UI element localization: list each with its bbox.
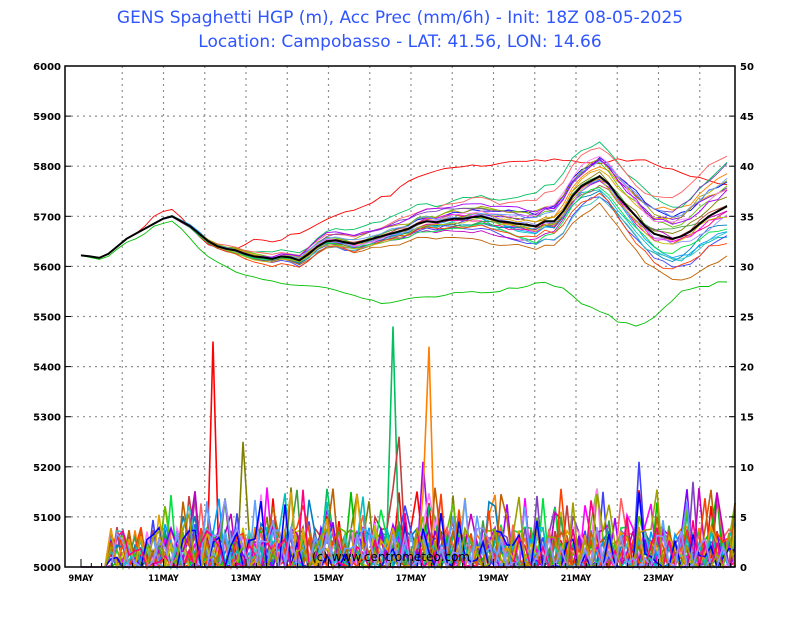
left-tick-label: 5500: [33, 313, 61, 324]
right-tick-label: 0: [740, 563, 747, 574]
hgp-member-lines: [80, 141, 728, 327]
chart-subtitle: Location: Campobasso - LAT: 41.56, LON: …: [198, 32, 602, 52]
hgp-member-line: [80, 186, 728, 263]
x-tick-label: 15MAY: [313, 574, 344, 584]
x-tick-label: 23MAY: [643, 574, 674, 584]
left-tick-label: 5100: [33, 513, 61, 524]
precip-member-line: [81, 489, 736, 570]
hgp-member-line: [80, 220, 728, 327]
hgp-control-line: [80, 174, 728, 262]
chart-title: GENS Spaghetti HGP (m), Acc Prec (mm/6h)…: [116, 8, 684, 28]
x-tick-label: 11MAY: [148, 574, 179, 584]
right-tick-label: 15: [740, 413, 754, 424]
left-tick-label: 5000: [33, 563, 61, 574]
right-tick-label: 40: [740, 162, 754, 173]
right-tick-label: 35: [740, 212, 754, 223]
left-tick-label: 5300: [33, 413, 61, 424]
hgp-control-series: [80, 174, 728, 262]
hgp-member-line: [80, 189, 728, 262]
right-tick-label: 30: [740, 262, 754, 273]
right-tick-label: 20: [740, 363, 754, 374]
watermark: (c) www.centrometeo.com: [312, 550, 470, 564]
x-tick-label: 17MAY: [396, 574, 427, 584]
right-tick-label: 10: [740, 463, 754, 474]
left-tick-label: 5600: [33, 262, 61, 273]
right-tick-label: 25: [740, 313, 754, 324]
right-tick-label: 45: [740, 112, 754, 123]
precip-lines: [81, 326, 736, 571]
grid: [65, 66, 735, 567]
hgp-member-line: [80, 141, 728, 259]
left-tick-label: 6000: [33, 62, 61, 73]
hgp-member-line: [80, 147, 728, 259]
plot-frame: [64, 65, 736, 568]
right-tick-label: 50: [740, 62, 754, 73]
left-axis-ticks: 5000 5100 5200 5300 5400 5500 5600 5700 5800 5900…: [33, 62, 71, 574]
left-tick-label: 5700: [33, 212, 61, 223]
hgp-member-line: [80, 155, 728, 261]
x-tick-label: 9MAY: [69, 574, 94, 584]
x-tick-label: 19MAY: [478, 574, 509, 584]
x-tick-label: 21MAY: [561, 574, 592, 584]
left-tick-label: 5200: [33, 463, 61, 474]
left-tick-label: 5800: [33, 162, 61, 173]
left-tick-label: 5400: [33, 363, 61, 374]
x-tick-label: 13MAY: [231, 574, 262, 584]
hgp-member-line: [80, 184, 728, 262]
left-tick-label: 5900: [33, 112, 61, 123]
right-axis-ticks: 0 5 10 15 20 25 30 35 40 45 50: [729, 62, 754, 574]
x-axis-ticks: 9MAY 11MAY 13MAY 15MAY 17MAY 19MAY 21MAY 23MAY: [69, 559, 732, 584]
right-tick-label: 5: [740, 513, 747, 524]
